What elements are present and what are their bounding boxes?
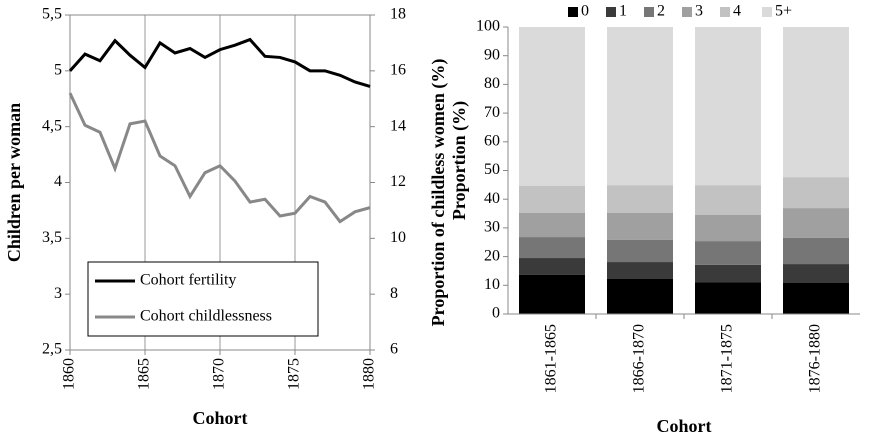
legend-label: 2 (657, 3, 665, 20)
bar-segment (783, 208, 849, 238)
x-tick-label: 1875 (286, 358, 303, 390)
line-series (68, 37, 371, 88)
legend-swatch (762, 7, 772, 17)
y-axis-label: Children per woman (4, 103, 24, 262)
y-tick-label: 10 (484, 276, 500, 293)
y-tick-label: 20 (484, 247, 500, 264)
y-tick-label: 100 (476, 18, 500, 35)
y2-tick-label: 16 (390, 62, 406, 79)
y2-axis-label: Proportion of childless women (%) (428, 59, 449, 327)
x-tick-label: 1870 (211, 358, 228, 390)
plot-frame (69, 14, 371, 351)
bar-segment (519, 237, 585, 259)
bar-segment (783, 177, 849, 209)
x-axis-label: Cohort (657, 416, 712, 436)
legend-swatch (606, 7, 616, 17)
bar-segment (695, 185, 761, 215)
legend-label: 0 (581, 3, 589, 20)
y-tick-label: 5 (54, 62, 62, 79)
legend-swatch (720, 7, 730, 17)
legend-swatch (682, 7, 692, 17)
y-tick-label: 3,5 (42, 229, 62, 246)
y2-tick-label: 10 (390, 229, 406, 246)
legend-label: 3 (695, 3, 703, 20)
bar-segment (695, 264, 761, 283)
y-tick-label: 80 (484, 75, 500, 92)
bar-segment (607, 212, 673, 240)
legend-swatch (644, 7, 654, 17)
bar-segment (607, 239, 673, 263)
bar-segment (783, 283, 849, 314)
bar-segment (519, 185, 585, 213)
legend-label: Cohort fertility (140, 272, 236, 289)
x-tick-label: 1860 (61, 358, 78, 390)
x-tick-label: 1876-1880 (807, 324, 824, 393)
y2-tick-label: 14 (390, 117, 406, 134)
y-tick-label: 2,5 (42, 341, 62, 358)
y-tick-label: 5,5 (42, 6, 62, 23)
y2-tick-label: 12 (390, 173, 406, 190)
legend-label: Cohort childlessness (140, 308, 272, 325)
y-tick-label: 60 (484, 132, 500, 149)
x-tick-label: 1866-1870 (631, 324, 648, 393)
bar-segment (607, 278, 673, 314)
y-tick-label: 4,5 (42, 117, 62, 134)
y-tick-label: 70 (484, 104, 500, 121)
y2-tick-label: 8 (390, 285, 398, 302)
bar-segment (519, 27, 585, 186)
x-tick-label: 1861-1865 (543, 324, 560, 393)
legend-label: 4 (733, 3, 741, 20)
bar-segment (695, 241, 761, 265)
x-tick-label: 1865 (136, 358, 153, 390)
bar-segment (519, 212, 585, 238)
y-tick-label: 90 (484, 46, 500, 63)
y-tick-label: 30 (484, 219, 500, 236)
x-tick-label: 1880 (361, 358, 378, 390)
bar-segment (695, 282, 761, 314)
y2-tick-label: 18 (390, 6, 406, 23)
y-tick-label: 3 (54, 285, 62, 302)
bar-segment (607, 262, 673, 279)
bar-segment (519, 274, 585, 314)
bar-segment (519, 258, 585, 275)
x-tick-label: 1871-1875 (719, 324, 736, 393)
legend-label: 1 (619, 3, 627, 20)
bar-segment (783, 264, 849, 284)
y-tick-label: 40 (484, 190, 500, 207)
y-tick-label: 50 (484, 161, 500, 178)
bar-segment (695, 27, 761, 186)
bar-segment (607, 185, 673, 213)
x-axis-label: Cohort (193, 408, 248, 428)
bar-segment (783, 27, 849, 178)
legend-label: 5+ (775, 3, 792, 20)
y2-tick-label: 6 (390, 341, 398, 358)
y-axis-label: Proportion (%) (449, 101, 470, 220)
y-tick-label: 4 (54, 173, 62, 190)
y-tick-label: 0 (492, 305, 500, 322)
line-series (68, 92, 371, 224)
legend-swatch (568, 7, 578, 17)
bar-segment (695, 214, 761, 242)
legend-box (87, 261, 319, 337)
bar-segment (607, 27, 673, 186)
bar-segment (783, 237, 849, 265)
